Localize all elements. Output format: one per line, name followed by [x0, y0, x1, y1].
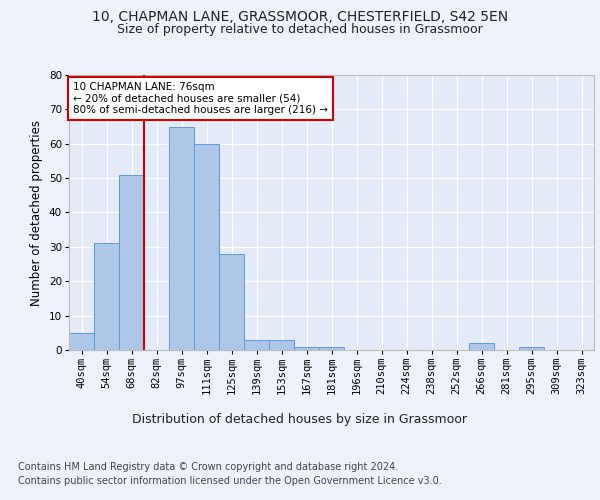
- Bar: [94, 244, 119, 350]
- Y-axis label: Number of detached properties: Number of detached properties: [31, 120, 43, 306]
- Text: Distribution of detached houses by size in Grassmoor: Distribution of detached houses by size …: [133, 412, 467, 426]
- Text: 10 CHAPMAN LANE: 76sqm
← 20% of detached houses are smaller (54)
80% of semi-det: 10 CHAPMAN LANE: 76sqm ← 20% of detached…: [73, 82, 328, 115]
- Bar: [319, 346, 344, 350]
- Bar: [219, 254, 244, 350]
- Bar: [519, 346, 544, 350]
- Bar: [269, 340, 294, 350]
- Text: Size of property relative to detached houses in Grassmoor: Size of property relative to detached ho…: [117, 22, 483, 36]
- Bar: [244, 340, 269, 350]
- Text: 10, CHAPMAN LANE, GRASSMOOR, CHESTERFIELD, S42 5EN: 10, CHAPMAN LANE, GRASSMOOR, CHESTERFIEL…: [92, 10, 508, 24]
- Text: Contains public sector information licensed under the Open Government Licence v3: Contains public sector information licen…: [18, 476, 442, 486]
- Text: Contains HM Land Registry data © Crown copyright and database right 2024.: Contains HM Land Registry data © Crown c…: [18, 462, 398, 472]
- Bar: [119, 174, 144, 350]
- Bar: [69, 333, 94, 350]
- Bar: [469, 343, 494, 350]
- Bar: [194, 144, 219, 350]
- Bar: [169, 126, 194, 350]
- Bar: [294, 346, 319, 350]
